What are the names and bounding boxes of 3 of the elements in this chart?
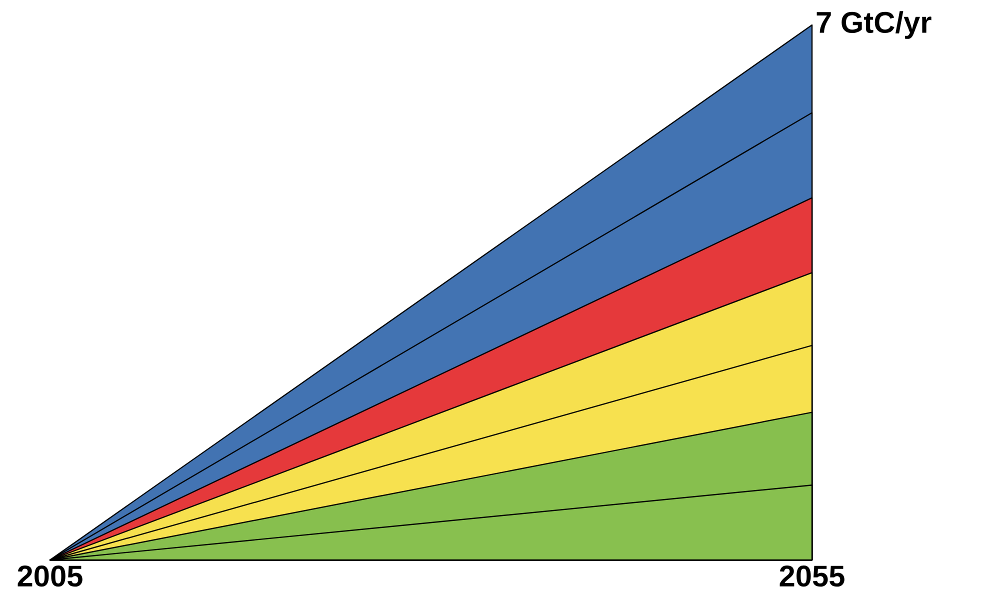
annotation: 7 GtC/yr	[816, 11, 932, 39]
x-tick-label: 2055	[780, 566, 844, 587]
x-tick-label: 2005	[18, 566, 82, 587]
